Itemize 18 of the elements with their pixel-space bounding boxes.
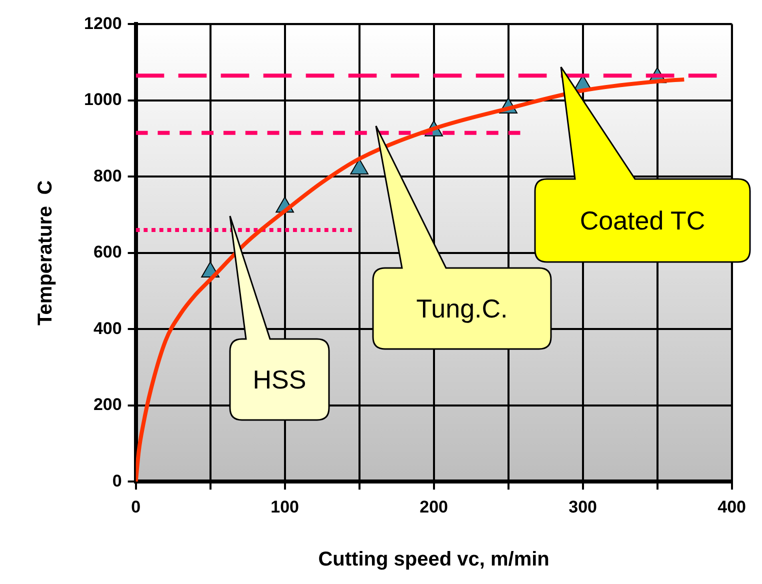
x-tick-label: 100	[270, 497, 300, 516]
annotation: HSS	[252, 364, 306, 394]
x-axis-title: Cutting speed vc, m/min	[318, 548, 550, 571]
point	[350, 158, 368, 175]
x-tick-label: 300	[568, 497, 598, 516]
y-tick-label: 400	[93, 318, 122, 338]
annotation: Tung.C.	[416, 294, 508, 324]
y-tick-label: 600	[93, 242, 122, 262]
y-tick-label: 1200	[84, 14, 122, 33]
y-tick-label: 1000	[84, 90, 122, 110]
annotation: Coated TC	[580, 206, 706, 236]
x-tick-label: 400	[718, 497, 746, 516]
y-axis-title: Temperature C	[34, 180, 57, 326]
y-tick-label: 800	[93, 166, 122, 186]
y-tick-label: 0	[112, 471, 122, 490]
y-tick-label: 200	[93, 395, 122, 414]
x-tick-label: 0	[131, 497, 141, 516]
x-tick-label: 200	[420, 497, 448, 516]
